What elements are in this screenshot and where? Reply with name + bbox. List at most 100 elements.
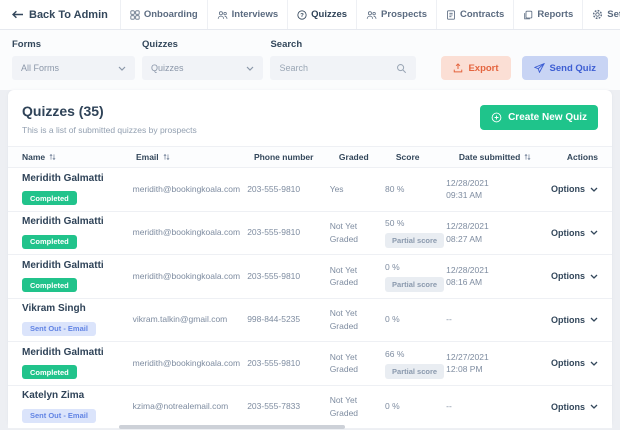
nav-item-contracts[interactable]: Contracts <box>436 0 513 29</box>
nav-item-interviews[interactable]: Interviews <box>207 0 287 29</box>
users-icon <box>366 10 377 20</box>
time-submitted: 08:27 AM <box>446 233 551 246</box>
table-row: Meridith Galmatti Completed meridith@boo… <box>8 168 612 212</box>
options-button[interactable]: Options <box>551 358 598 368</box>
prospect-email: meridith@bookingkoala.com <box>133 357 248 370</box>
export-label: Export <box>468 63 498 74</box>
nav-item-settings[interactable]: Settings <box>582 0 620 29</box>
status-badge: Sent Out - Email <box>22 409 96 423</box>
column-header-label: Date submitted <box>459 152 520 162</box>
status-badge: Sent Out - Email <box>22 322 96 336</box>
send-quiz-button[interactable]: Send Quiz <box>522 56 608 80</box>
options-label: Options <box>551 271 585 281</box>
export-button[interactable]: Export <box>441 56 510 80</box>
create-new-quiz-button[interactable]: Create New Quiz <box>480 105 598 130</box>
column-header-label: Name <box>22 152 45 162</box>
sort-icon[interactable] <box>163 153 170 161</box>
date-submitted: 12/28/2021 <box>446 177 551 190</box>
options-button[interactable]: Options <box>551 184 598 194</box>
options-button[interactable]: Options <box>551 315 598 325</box>
score-value: 50 % <box>385 217 446 230</box>
page-title: Quizzes (35) <box>22 103 197 119</box>
nav-item-label: Contracts <box>460 9 504 20</box>
table-row: Meridith Galmatti Completed meridith@boo… <box>8 212 612 256</box>
quizzes-filter-label: Quizzes <box>142 39 263 50</box>
svg-text:?: ? <box>300 13 304 19</box>
prospect-name: Katelyn Zima <box>22 390 133 401</box>
nav-item-prospects[interactable]: Prospects <box>356 0 436 29</box>
column-header-email[interactable]: Email <box>136 152 254 162</box>
prospect-phone: 998-844-5235 <box>247 313 330 326</box>
column-header-label: Graded <box>339 152 369 162</box>
nav-item-label: Interviews <box>232 9 278 20</box>
column-header-actions: Actions <box>567 152 598 162</box>
nav-item-label: Reports <box>537 9 573 20</box>
nav-item-label: Quizzes <box>311 9 347 20</box>
score-value: 80 % <box>385 183 446 196</box>
time-submitted: 09:31 AM <box>446 189 551 202</box>
options-button[interactable]: Options <box>551 228 598 238</box>
score-value: 0 % <box>385 400 446 413</box>
column-header-name[interactable]: Name <box>22 152 136 162</box>
nav-item-onboarding[interactable]: Onboarding <box>120 0 207 29</box>
partial-score-badge: Partial score <box>385 364 444 379</box>
options-label: Options <box>551 184 585 194</box>
prospect-phone: 203-555-9810 <box>247 270 330 283</box>
back-label: Back To Admin <box>29 9 108 21</box>
search-label: Search <box>270 39 416 50</box>
graded-status: Not Yet Graded <box>330 394 370 420</box>
export-upload-icon <box>453 63 463 73</box>
chevron-down-icon <box>590 274 598 279</box>
forms-filter-select[interactable]: All Forms <box>12 56 135 80</box>
time-submitted: 08:16 AM <box>446 276 551 289</box>
table-row: Vikram Singh Sent Out - Email vikram.tal… <box>8 299 612 343</box>
quizzes-filter-select[interactable]: Quizzes <box>142 56 263 80</box>
chevron-down-icon <box>590 404 598 409</box>
page-subtitle: This is a list of submitted quizzes by p… <box>22 125 197 135</box>
options-label: Options <box>551 402 585 412</box>
prospect-phone: 203-555-7833 <box>247 400 330 413</box>
column-header-phone-number: Phone number <box>254 152 339 162</box>
prospect-phone: 203-555-9810 <box>247 226 330 239</box>
prospect-name: Vikram Singh <box>22 303 133 314</box>
nav-item-reports[interactable]: Reports <box>513 0 582 29</box>
paper-plane-icon <box>534 63 545 73</box>
graded-status: Not Yet Graded <box>330 220 370 246</box>
nav-item-quizzes[interactable]: ? Quizzes <box>287 0 356 29</box>
prospect-email: meridith@bookingkoala.com <box>133 183 248 196</box>
horizontal-scrollbar[interactable] <box>119 425 345 429</box>
prospect-name: Meridith Galmatti <box>22 173 133 184</box>
date-submitted: -- <box>446 400 551 413</box>
prospect-name: Meridith Galmatti <box>22 347 133 358</box>
back-to-admin-button[interactable]: Back To Admin <box>12 0 108 29</box>
graded-status: Not Yet Graded <box>330 351 370 377</box>
prospect-email: kzima@notrealemail.com <box>133 400 248 413</box>
partial-score-badge: Partial score <box>385 277 444 292</box>
sort-icon[interactable] <box>524 153 531 161</box>
prospect-name: Meridith Galmatti <box>22 216 133 227</box>
table-header-row: Name Email Phone number Graded Score Dat… <box>8 146 612 168</box>
time-submitted: 12:08 PM <box>446 363 551 376</box>
sort-icon[interactable] <box>49 153 56 161</box>
date-submitted: -- <box>446 313 551 326</box>
options-button[interactable]: Options <box>551 402 598 412</box>
search-input[interactable] <box>279 63 396 73</box>
date-submitted: 12/28/2021 <box>446 220 551 233</box>
options-button[interactable]: Options <box>551 271 598 281</box>
options-label: Options <box>551 358 585 368</box>
options-label: Options <box>551 315 585 325</box>
partial-score-badge: Partial score <box>385 233 444 248</box>
column-header-date-submitted[interactable]: Date submitted <box>459 152 567 162</box>
quizzes-filter-value: Quizzes <box>151 63 184 73</box>
prospect-phone: 203-555-9810 <box>247 357 330 370</box>
search-icon <box>396 63 407 74</box>
graded-status: Not Yet Graded <box>330 307 370 333</box>
status-badge: Completed <box>22 191 77 205</box>
prospect-email: vikram.talkin@gmail.com <box>133 313 248 326</box>
options-label: Options <box>551 228 585 238</box>
chevron-down-icon <box>118 66 126 71</box>
chevron-down-icon <box>590 230 598 235</box>
prospect-phone: 203-555-9810 <box>247 183 330 196</box>
nav-item-label: Prospects <box>381 9 427 20</box>
column-header-label: Score <box>396 152 420 162</box>
